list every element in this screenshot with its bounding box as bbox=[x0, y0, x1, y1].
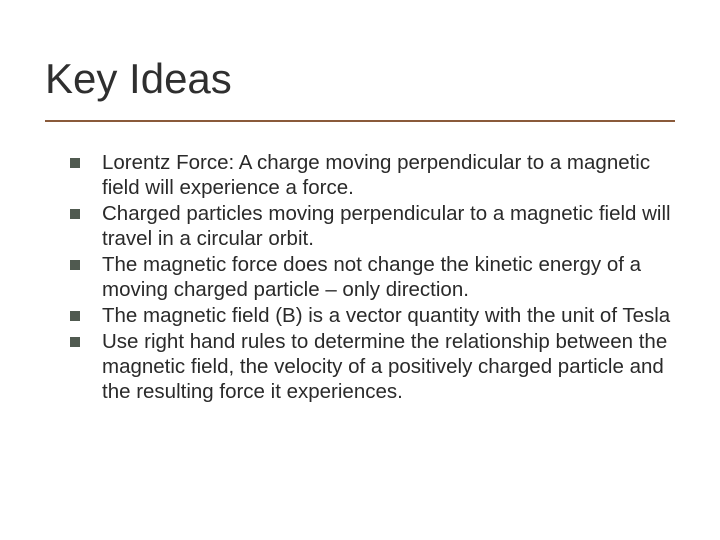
list-item: Use right hand rules to determine the re… bbox=[70, 329, 675, 404]
slide-title: Key Ideas bbox=[45, 55, 232, 103]
slide-body: Lorentz Force: A charge moving perpendic… bbox=[70, 150, 675, 405]
slide: Key Ideas Lorentz Force: A charge moving… bbox=[0, 0, 720, 540]
list-item: The magnetic field (B) is a vector quant… bbox=[70, 303, 675, 328]
list-item-text: The magnetic field (B) is a vector quant… bbox=[102, 303, 675, 328]
list-item: Lorentz Force: A charge moving perpendic… bbox=[70, 150, 675, 200]
square-bullet-icon bbox=[70, 260, 80, 270]
square-bullet-icon bbox=[70, 311, 80, 321]
list-item-text: The magnetic force does not change the k… bbox=[102, 252, 675, 302]
list-item-text: Lorentz Force: A charge moving perpendic… bbox=[102, 150, 675, 200]
list-item: The magnetic force does not change the k… bbox=[70, 252, 675, 302]
list-item-text: Charged particles moving perpendicular t… bbox=[102, 201, 675, 251]
square-bullet-icon bbox=[70, 337, 80, 347]
square-bullet-icon bbox=[70, 158, 80, 168]
list-item: Charged particles moving perpendicular t… bbox=[70, 201, 675, 251]
title-rule bbox=[45, 120, 675, 122]
list-item-text: Use right hand rules to determine the re… bbox=[102, 329, 675, 404]
square-bullet-icon bbox=[70, 209, 80, 219]
